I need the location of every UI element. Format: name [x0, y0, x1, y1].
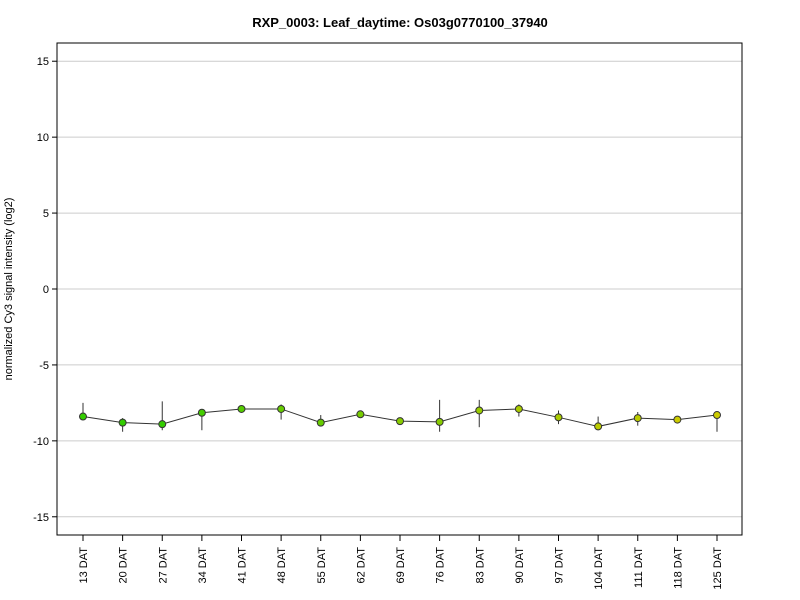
x-tick-label: 62 DAT	[355, 547, 367, 584]
y-axis-ticks: -15 -10 -5 0 5 10 15	[33, 56, 57, 524]
data-point	[435, 417, 444, 426]
y-tick-label: 10	[37, 132, 49, 144]
y-tick-label: -5	[39, 360, 49, 372]
x-tick-label: 97 DAT	[554, 547, 566, 584]
x-tick-label: 76 DAT	[435, 547, 447, 584]
data-point	[197, 408, 206, 417]
x-tick-label: 20 DAT	[118, 547, 130, 584]
y-tick-label: 0	[43, 284, 49, 296]
data-point	[237, 404, 246, 413]
x-tick-label: 48 DAT	[276, 547, 288, 584]
gridlines	[57, 60, 742, 518]
data-point	[158, 420, 167, 429]
data-point	[633, 414, 642, 423]
data-point	[396, 417, 404, 426]
chart-title: RXP_0003: Leaf_daytime: Os03g0770100_379…	[252, 15, 548, 30]
data-point	[118, 418, 127, 427]
x-tick-label: 118 DAT	[672, 547, 684, 589]
data-point	[79, 412, 87, 421]
data-point	[713, 411, 721, 420]
data-point	[316, 418, 325, 427]
data-points	[79, 404, 721, 431]
y-tick-label: 5	[43, 208, 49, 220]
y-tick-label: -15	[33, 512, 49, 524]
y-tick-label: 15	[37, 56, 49, 68]
data-point	[277, 404, 286, 413]
data-point	[594, 422, 603, 431]
data-point	[554, 413, 563, 422]
x-tick-label: 34 DAT	[197, 547, 209, 584]
error-bars	[82, 399, 718, 432]
data-point	[475, 406, 484, 415]
x-tick-label: 41 DAT	[237, 547, 249, 584]
x-tick-label: 13 DAT	[78, 547, 90, 584]
x-tick-label: 69 DAT	[395, 547, 407, 584]
data-point	[673, 415, 682, 424]
data-point	[356, 410, 365, 419]
x-tick-label: 90 DAT	[514, 547, 526, 584]
x-tick-label: 27 DAT	[157, 547, 169, 584]
x-tick-label: 125 DAT	[712, 547, 724, 590]
x-tick-label: 111 DAT	[633, 547, 645, 588]
y-tick-label: -10	[33, 436, 49, 448]
x-tick-label: 55 DAT	[316, 547, 328, 584]
y-axis-label: normalized Cy3 signal intensity (log2)	[3, 198, 15, 381]
x-axis-ticks: 13 DAT 20 DAT 27 DAT 34 DAT 41 DAT 48 DAT 55 D…	[78, 535, 724, 590]
data-point	[514, 404, 523, 413]
x-tick-label: 104 DAT	[593, 547, 605, 590]
x-tick-label: 83 DAT	[474, 547, 486, 584]
